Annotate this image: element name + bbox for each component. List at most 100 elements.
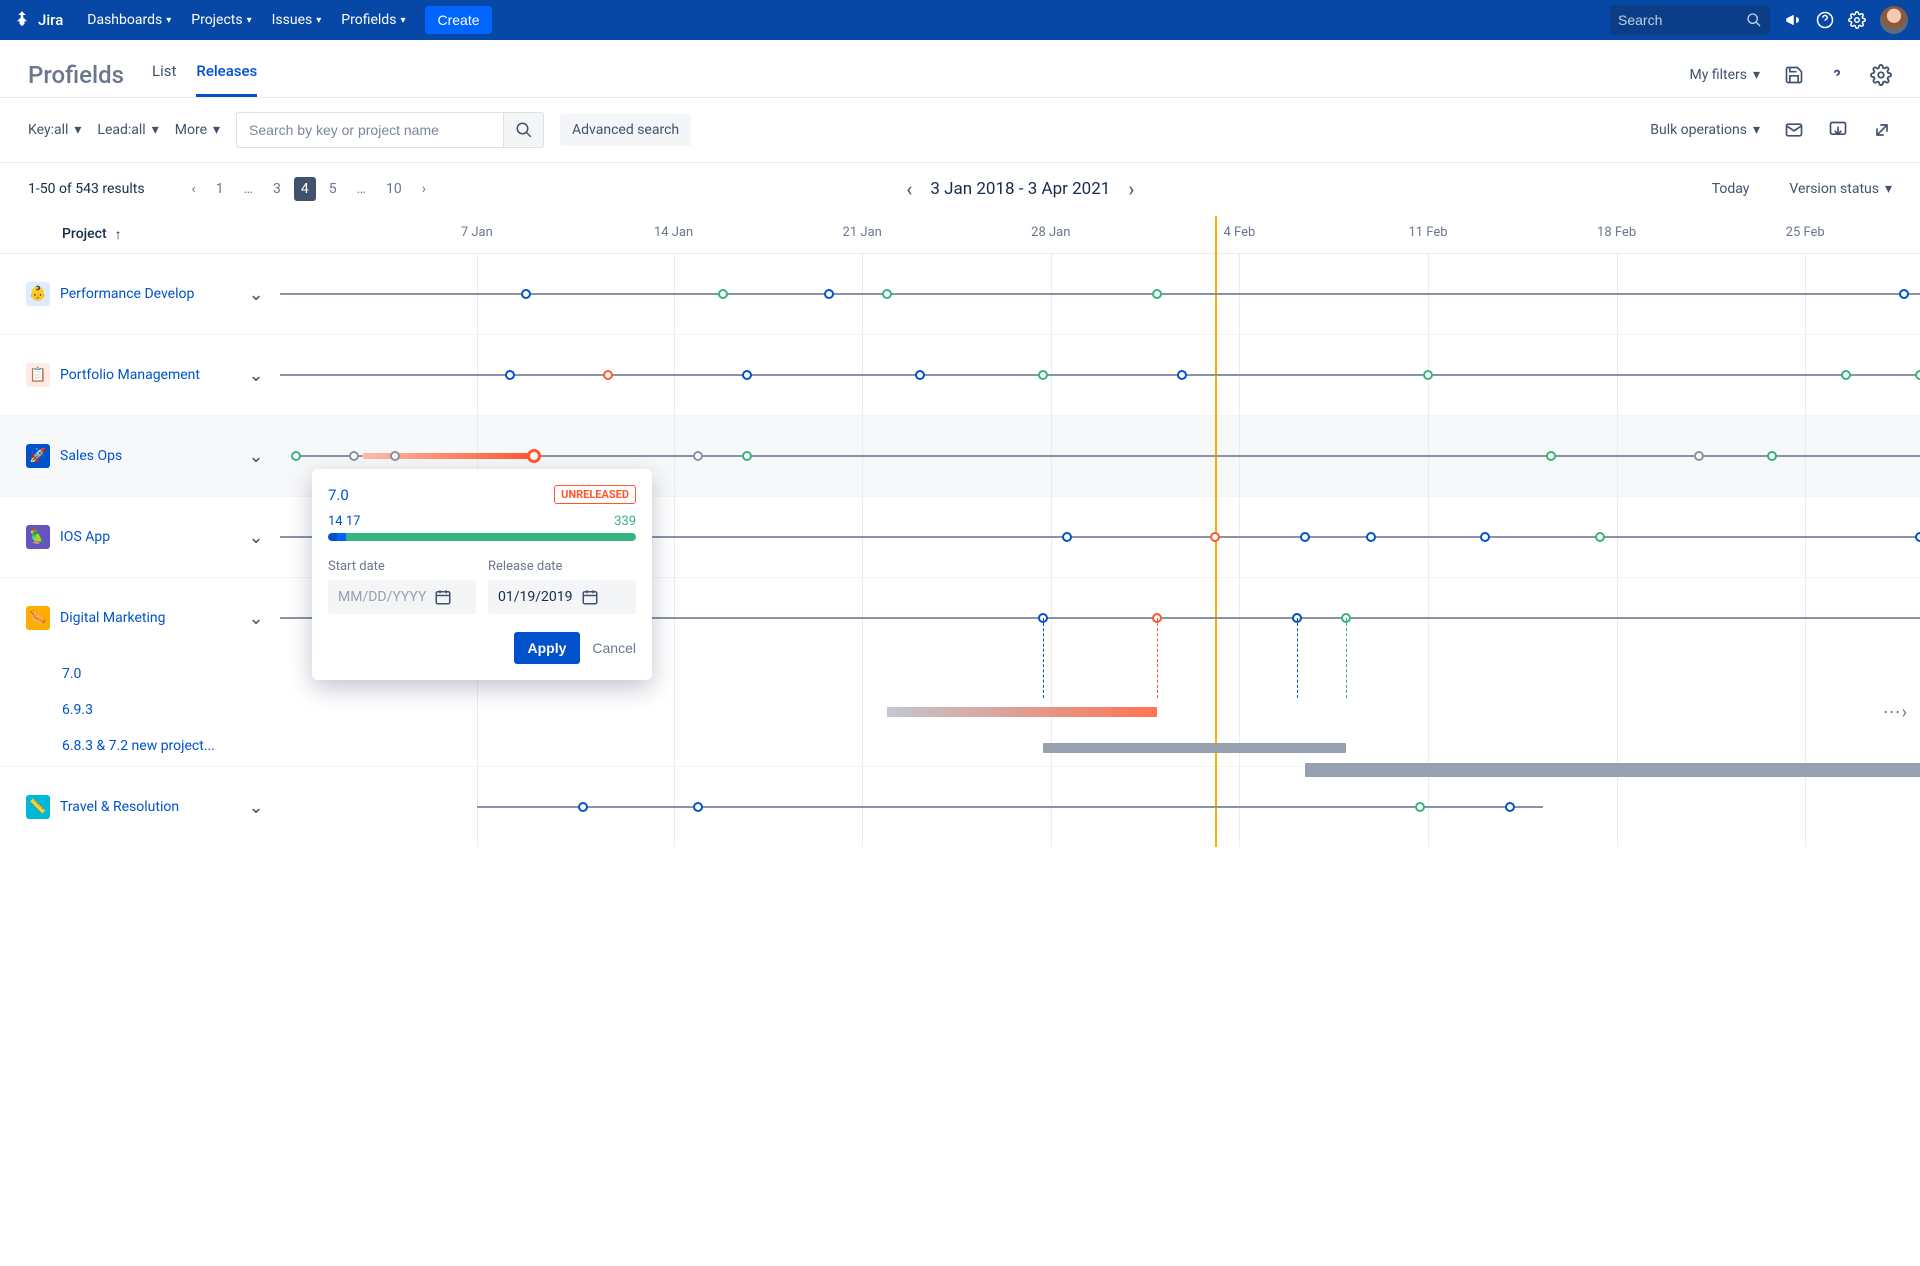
- help-icon[interactable]: [1828, 66, 1846, 84]
- project-name-link[interactable]: Portfolio Management: [60, 367, 200, 383]
- bulk-operations-dropdown[interactable]: Bulk operations▾: [1650, 122, 1760, 138]
- project-search-input[interactable]: [236, 112, 504, 148]
- release-marker[interactable]: [1546, 451, 1556, 461]
- project-name-link[interactable]: IOS App: [60, 529, 110, 545]
- settings-icon[interactable]: [1848, 11, 1866, 29]
- version-link[interactable]: 6.8.3 & 7.2 new project...: [0, 730, 280, 766]
- project-timeline[interactable]: [280, 254, 1920, 334]
- more-icon[interactable]: ⋯›: [1883, 702, 1908, 723]
- project-column-header[interactable]: Project ↑: [0, 215, 280, 253]
- release-marker[interactable]: [1505, 802, 1515, 812]
- release-marker[interactable]: [578, 802, 588, 812]
- release-date-input[interactable]: 01/19/2019: [488, 580, 636, 614]
- release-marker[interactable]: [742, 451, 752, 461]
- page-3[interactable]: 3: [266, 177, 288, 201]
- filter-key[interactable]: Key:all▾: [28, 122, 81, 138]
- project-name-link[interactable]: Sales Ops: [60, 448, 122, 464]
- project-timeline[interactable]: [280, 335, 1920, 415]
- release-marker[interactable]: [1595, 532, 1605, 542]
- project-name-link[interactable]: Travel & Resolution: [60, 799, 179, 815]
- version-link[interactable]: 6.9.3: [0, 694, 280, 730]
- nav-profields[interactable]: Profields▾: [333, 6, 413, 34]
- page-1[interactable]: 1: [209, 177, 231, 201]
- filter-more[interactable]: More▾: [175, 122, 220, 138]
- release-marker[interactable]: [527, 449, 541, 463]
- release-marker[interactable]: [1480, 532, 1490, 542]
- release-marker[interactable]: [1038, 370, 1048, 380]
- release-marker[interactable]: [349, 451, 359, 461]
- jira-logo[interactable]: Jira: [12, 10, 63, 30]
- release-marker[interactable]: [291, 451, 301, 461]
- release-marker[interactable]: [915, 370, 925, 380]
- create-button[interactable]: Create: [425, 6, 491, 34]
- release-marker[interactable]: [1694, 451, 1704, 461]
- export-icon[interactable]: [1828, 120, 1848, 140]
- global-search-input[interactable]: [1618, 12, 1746, 28]
- release-marker[interactable]: [693, 451, 703, 461]
- tab-releases[interactable]: Releases: [196, 52, 257, 97]
- release-marker[interactable]: [1423, 370, 1433, 380]
- release-marker[interactable]: [742, 370, 752, 380]
- today-button[interactable]: Today: [1712, 181, 1750, 197]
- version-link[interactable]: 7.0: [0, 658, 280, 694]
- expand-toggle[interactable]: ⌄: [244, 608, 268, 629]
- release-marker[interactable]: [1062, 532, 1072, 542]
- expand-toggle[interactable]: ⌄: [244, 527, 268, 548]
- release-marker[interactable]: [1915, 532, 1920, 542]
- release-marker[interactable]: [505, 370, 515, 380]
- my-filters-dropdown[interactable]: My filters▾: [1690, 67, 1761, 83]
- page-5[interactable]: 5: [322, 177, 344, 201]
- version-status-dropdown[interactable]: Version status▾: [1789, 181, 1892, 197]
- global-search[interactable]: [1610, 5, 1770, 35]
- page-next[interactable]: ›: [415, 177, 433, 201]
- help-icon[interactable]: [1816, 11, 1834, 29]
- release-marker[interactable]: [882, 289, 892, 299]
- nav-projects[interactable]: Projects▾: [183, 6, 259, 34]
- page-10[interactable]: 10: [379, 177, 409, 201]
- cancel-button[interactable]: Cancel: [592, 640, 636, 656]
- release-marker[interactable]: [521, 289, 531, 299]
- version-timeline[interactable]: ⋯›: [280, 694, 1920, 730]
- popup-version-link[interactable]: 7.0: [328, 486, 349, 504]
- release-marker[interactable]: [1841, 370, 1851, 380]
- expand-toggle[interactable]: ⌄: [244, 365, 268, 386]
- expand-toggle[interactable]: ⌄: [244, 446, 268, 467]
- release-marker[interactable]: [1152, 289, 1162, 299]
- page-prev[interactable]: ‹: [185, 177, 203, 201]
- release-marker[interactable]: [1899, 289, 1909, 299]
- version-timeline[interactable]: [280, 730, 1920, 766]
- user-avatar[interactable]: [1880, 6, 1908, 34]
- date-prev[interactable]: ‹: [906, 177, 912, 201]
- apply-button[interactable]: Apply: [514, 632, 581, 664]
- release-marker[interactable]: [1177, 370, 1187, 380]
- save-icon[interactable]: [1784, 65, 1804, 85]
- fullscreen-icon[interactable]: [1872, 120, 1892, 140]
- announce-icon[interactable]: [1784, 11, 1802, 29]
- release-marker[interactable]: [390, 451, 400, 461]
- project-name-link[interactable]: Digital Marketing: [60, 610, 165, 626]
- release-marker[interactable]: [1767, 451, 1777, 461]
- start-date-input[interactable]: MM/DD/YYYY: [328, 580, 476, 614]
- project-timeline[interactable]: [280, 767, 1920, 847]
- project-name-link[interactable]: Performance Develop: [60, 286, 194, 302]
- expand-toggle[interactable]: ⌄: [244, 284, 268, 305]
- settings-icon[interactable]: [1870, 64, 1892, 86]
- release-marker[interactable]: [824, 289, 834, 299]
- release-marker[interactable]: [1415, 802, 1425, 812]
- release-marker[interactable]: [603, 370, 613, 380]
- page-4[interactable]: 4: [294, 177, 316, 201]
- release-marker[interactable]: [1210, 532, 1220, 542]
- release-marker[interactable]: [718, 289, 728, 299]
- release-marker[interactable]: [1366, 532, 1376, 542]
- nav-dashboards[interactable]: Dashboards▾: [79, 6, 179, 34]
- mail-icon[interactable]: [1784, 120, 1804, 140]
- date-next[interactable]: ›: [1128, 177, 1134, 201]
- release-marker[interactable]: [693, 802, 703, 812]
- project-search-button[interactable]: [504, 112, 544, 148]
- tab-list[interactable]: List: [152, 52, 176, 97]
- filter-lead[interactable]: Lead:all▾: [97, 122, 158, 138]
- advanced-search-button[interactable]: Advanced search: [560, 114, 691, 146]
- release-marker[interactable]: [1915, 370, 1920, 380]
- expand-toggle[interactable]: ⌄: [244, 797, 268, 818]
- nav-issues[interactable]: Issues▾: [264, 6, 330, 34]
